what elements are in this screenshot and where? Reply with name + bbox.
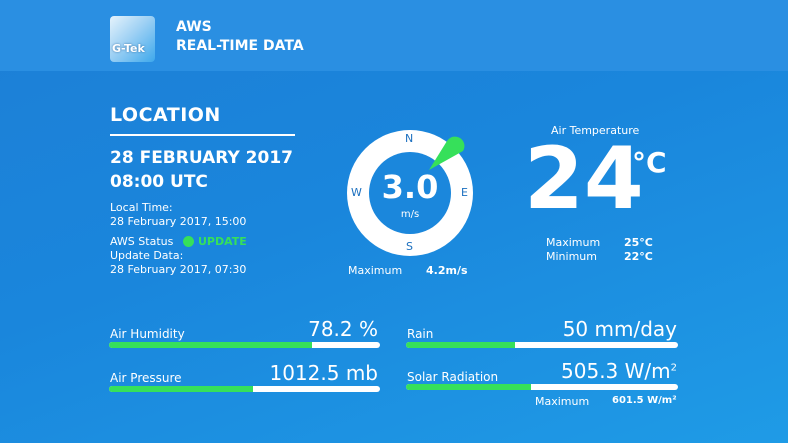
wind-speed-value: 3.0 [381, 168, 439, 206]
temp-min-value: 22°C [624, 250, 653, 263]
air-pressure-label: Air Pressure [110, 371, 182, 385]
temp-min-label: Minimum [546, 250, 597, 263]
gtek-logo [110, 16, 155, 62]
compass-east-label: E [461, 186, 468, 199]
compass-north-label: N [405, 132, 414, 145]
compass-south-label: S [406, 240, 413, 253]
date-display: 28 FEBRUARY 2017 [110, 148, 293, 168]
wind-direction-needle-icon [429, 136, 465, 170]
air-temperature-value: 24 [524, 129, 644, 229]
solar-radiation-value: 505.3 W/m2 [510, 359, 677, 383]
rain-label: Rain [407, 327, 434, 341]
update-data-value: 28 February 2017, 07:30 [110, 263, 247, 276]
wind-compass-center [369, 152, 451, 234]
solar-max-value: 601.5 W/m² [612, 395, 677, 406]
rain-value: 50 mm/day [562, 317, 677, 341]
solar-radiation-label: Solar Radiation [407, 370, 499, 384]
air-humidity-label: Air Humidity [110, 327, 185, 341]
air-pressure-bar [109, 386, 380, 392]
temp-max-value: 25°C [624, 236, 653, 249]
header-title-line1: AWS [176, 19, 212, 35]
status-indicator-icon [183, 236, 194, 247]
air-pressure-value: 1012.5 mb [269, 361, 378, 385]
air-humidity-bar-fill [109, 342, 313, 348]
local-time-value: 28 February 2017, 15:00 [110, 215, 247, 228]
aws-status-label: AWS Status [110, 235, 174, 248]
air-humidity-value: 78.2 % [308, 317, 378, 341]
solar-radiation-value-text: 505.3 W/m [561, 359, 671, 383]
wind-max-label: Maximum [348, 264, 403, 277]
temp-max-label: Maximum [546, 236, 601, 249]
wind-max-value: 4.2m/s [426, 264, 468, 277]
aws-status-value: UPDATE [198, 235, 247, 248]
air-temperature-unit: °C [632, 146, 667, 179]
air-pressure-bar-fill [109, 386, 253, 392]
wind-speed-unit: m/s [400, 209, 420, 220]
location-title: LOCATION [110, 104, 221, 126]
compass-west-label: W [351, 186, 362, 199]
rain-bar-fill [406, 342, 515, 348]
logo-text: G-Tek [112, 42, 145, 55]
location-divider [110, 134, 295, 136]
solar-radiation-unit-exponent: 2 [670, 362, 677, 374]
solar-max-label: Maximum [535, 395, 590, 408]
air-temperature-label: Air Temperature [551, 124, 640, 137]
air-humidity-bar [109, 342, 380, 348]
update-data-label: Update Data: [110, 249, 184, 262]
rain-bar [406, 342, 678, 348]
time-display: 08:00 UTC [110, 172, 208, 192]
solar-radiation-bar-fill [406, 384, 532, 390]
local-time-label: Local Time: [110, 201, 173, 214]
solar-radiation-bar [406, 384, 678, 390]
header-title-line2: REAL-TIME DATA [176, 38, 304, 54]
